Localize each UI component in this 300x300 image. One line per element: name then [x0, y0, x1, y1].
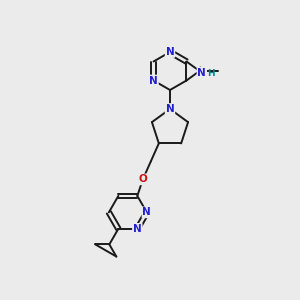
- Text: N: N: [166, 47, 174, 57]
- Text: O: O: [139, 174, 147, 184]
- Text: N: N: [166, 104, 174, 114]
- Text: N: N: [133, 224, 142, 234]
- Text: H: H: [207, 69, 214, 78]
- Text: N: N: [197, 68, 206, 78]
- Text: N: N: [149, 76, 158, 85]
- Text: N: N: [142, 207, 151, 218]
